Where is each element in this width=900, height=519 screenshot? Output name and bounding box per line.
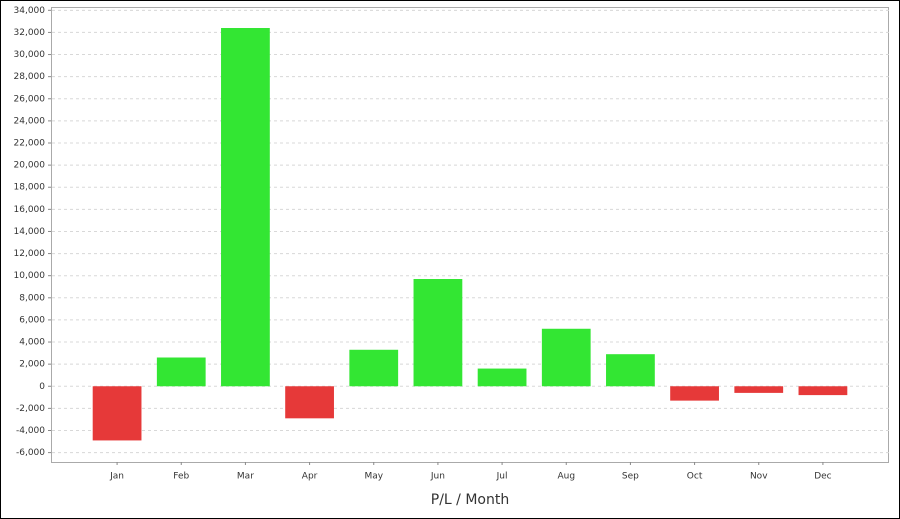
y-tick-label: 32,000	[14, 28, 46, 38]
x-tick-label: Aug	[557, 472, 575, 482]
x-tick-label: Nov	[750, 472, 768, 482]
y-tick-label: 26,000	[14, 94, 46, 104]
bar	[156, 357, 206, 387]
x-tick-label: Apr	[302, 472, 318, 482]
bar	[92, 386, 142, 441]
y-tick-label: 22,000	[14, 139, 46, 149]
y-tick-label: 20,000	[14, 161, 46, 171]
x-tick-label: Mar	[237, 472, 254, 482]
bar	[541, 328, 591, 387]
y-tick-label: 6,000	[19, 315, 45, 325]
x-tick-label: Sep	[622, 472, 639, 482]
bar	[349, 349, 399, 387]
y-tick-label: 12,000	[14, 249, 46, 259]
y-tick-label: 14,000	[14, 227, 46, 237]
y-tick-label: 8,000	[19, 293, 45, 303]
bar	[670, 386, 719, 401]
y-tick-label: 0	[39, 382, 45, 392]
bar	[285, 386, 334, 419]
y-tick-label: 24,000	[14, 116, 46, 126]
bar	[477, 368, 527, 387]
y-tick-label: 34,000	[14, 6, 46, 16]
bar	[221, 28, 270, 387]
y-tick-label: 10,000	[14, 271, 46, 281]
x-tick-label: Jul	[496, 472, 508, 482]
y-tick-label: 4,000	[19, 338, 45, 348]
bar	[734, 386, 784, 393]
y-tick-label: 18,000	[14, 183, 46, 193]
bar	[413, 279, 463, 387]
y-tick-label: 30,000	[14, 50, 46, 60]
x-axis-label: P/L / Month	[431, 492, 509, 508]
plot-area	[51, 7, 889, 463]
bar	[606, 354, 655, 387]
x-tick-label: Jun	[430, 472, 445, 482]
y-tick-label: -6,000	[16, 448, 45, 458]
x-tick-label: Feb	[173, 472, 189, 482]
y-tick-label: -2,000	[16, 404, 45, 414]
y-tick-label: 2,000	[19, 360, 45, 370]
y-tick-label: -4,000	[16, 426, 45, 436]
bar	[798, 386, 848, 396]
x-tick-label: Dec	[814, 472, 831, 482]
x-tick-label: May	[364, 472, 383, 482]
y-tick-label: 28,000	[14, 72, 46, 82]
x-tick-label: Jan	[109, 472, 124, 482]
x-tick-label: Oct	[687, 472, 703, 482]
y-tick-label: 16,000	[14, 205, 46, 215]
